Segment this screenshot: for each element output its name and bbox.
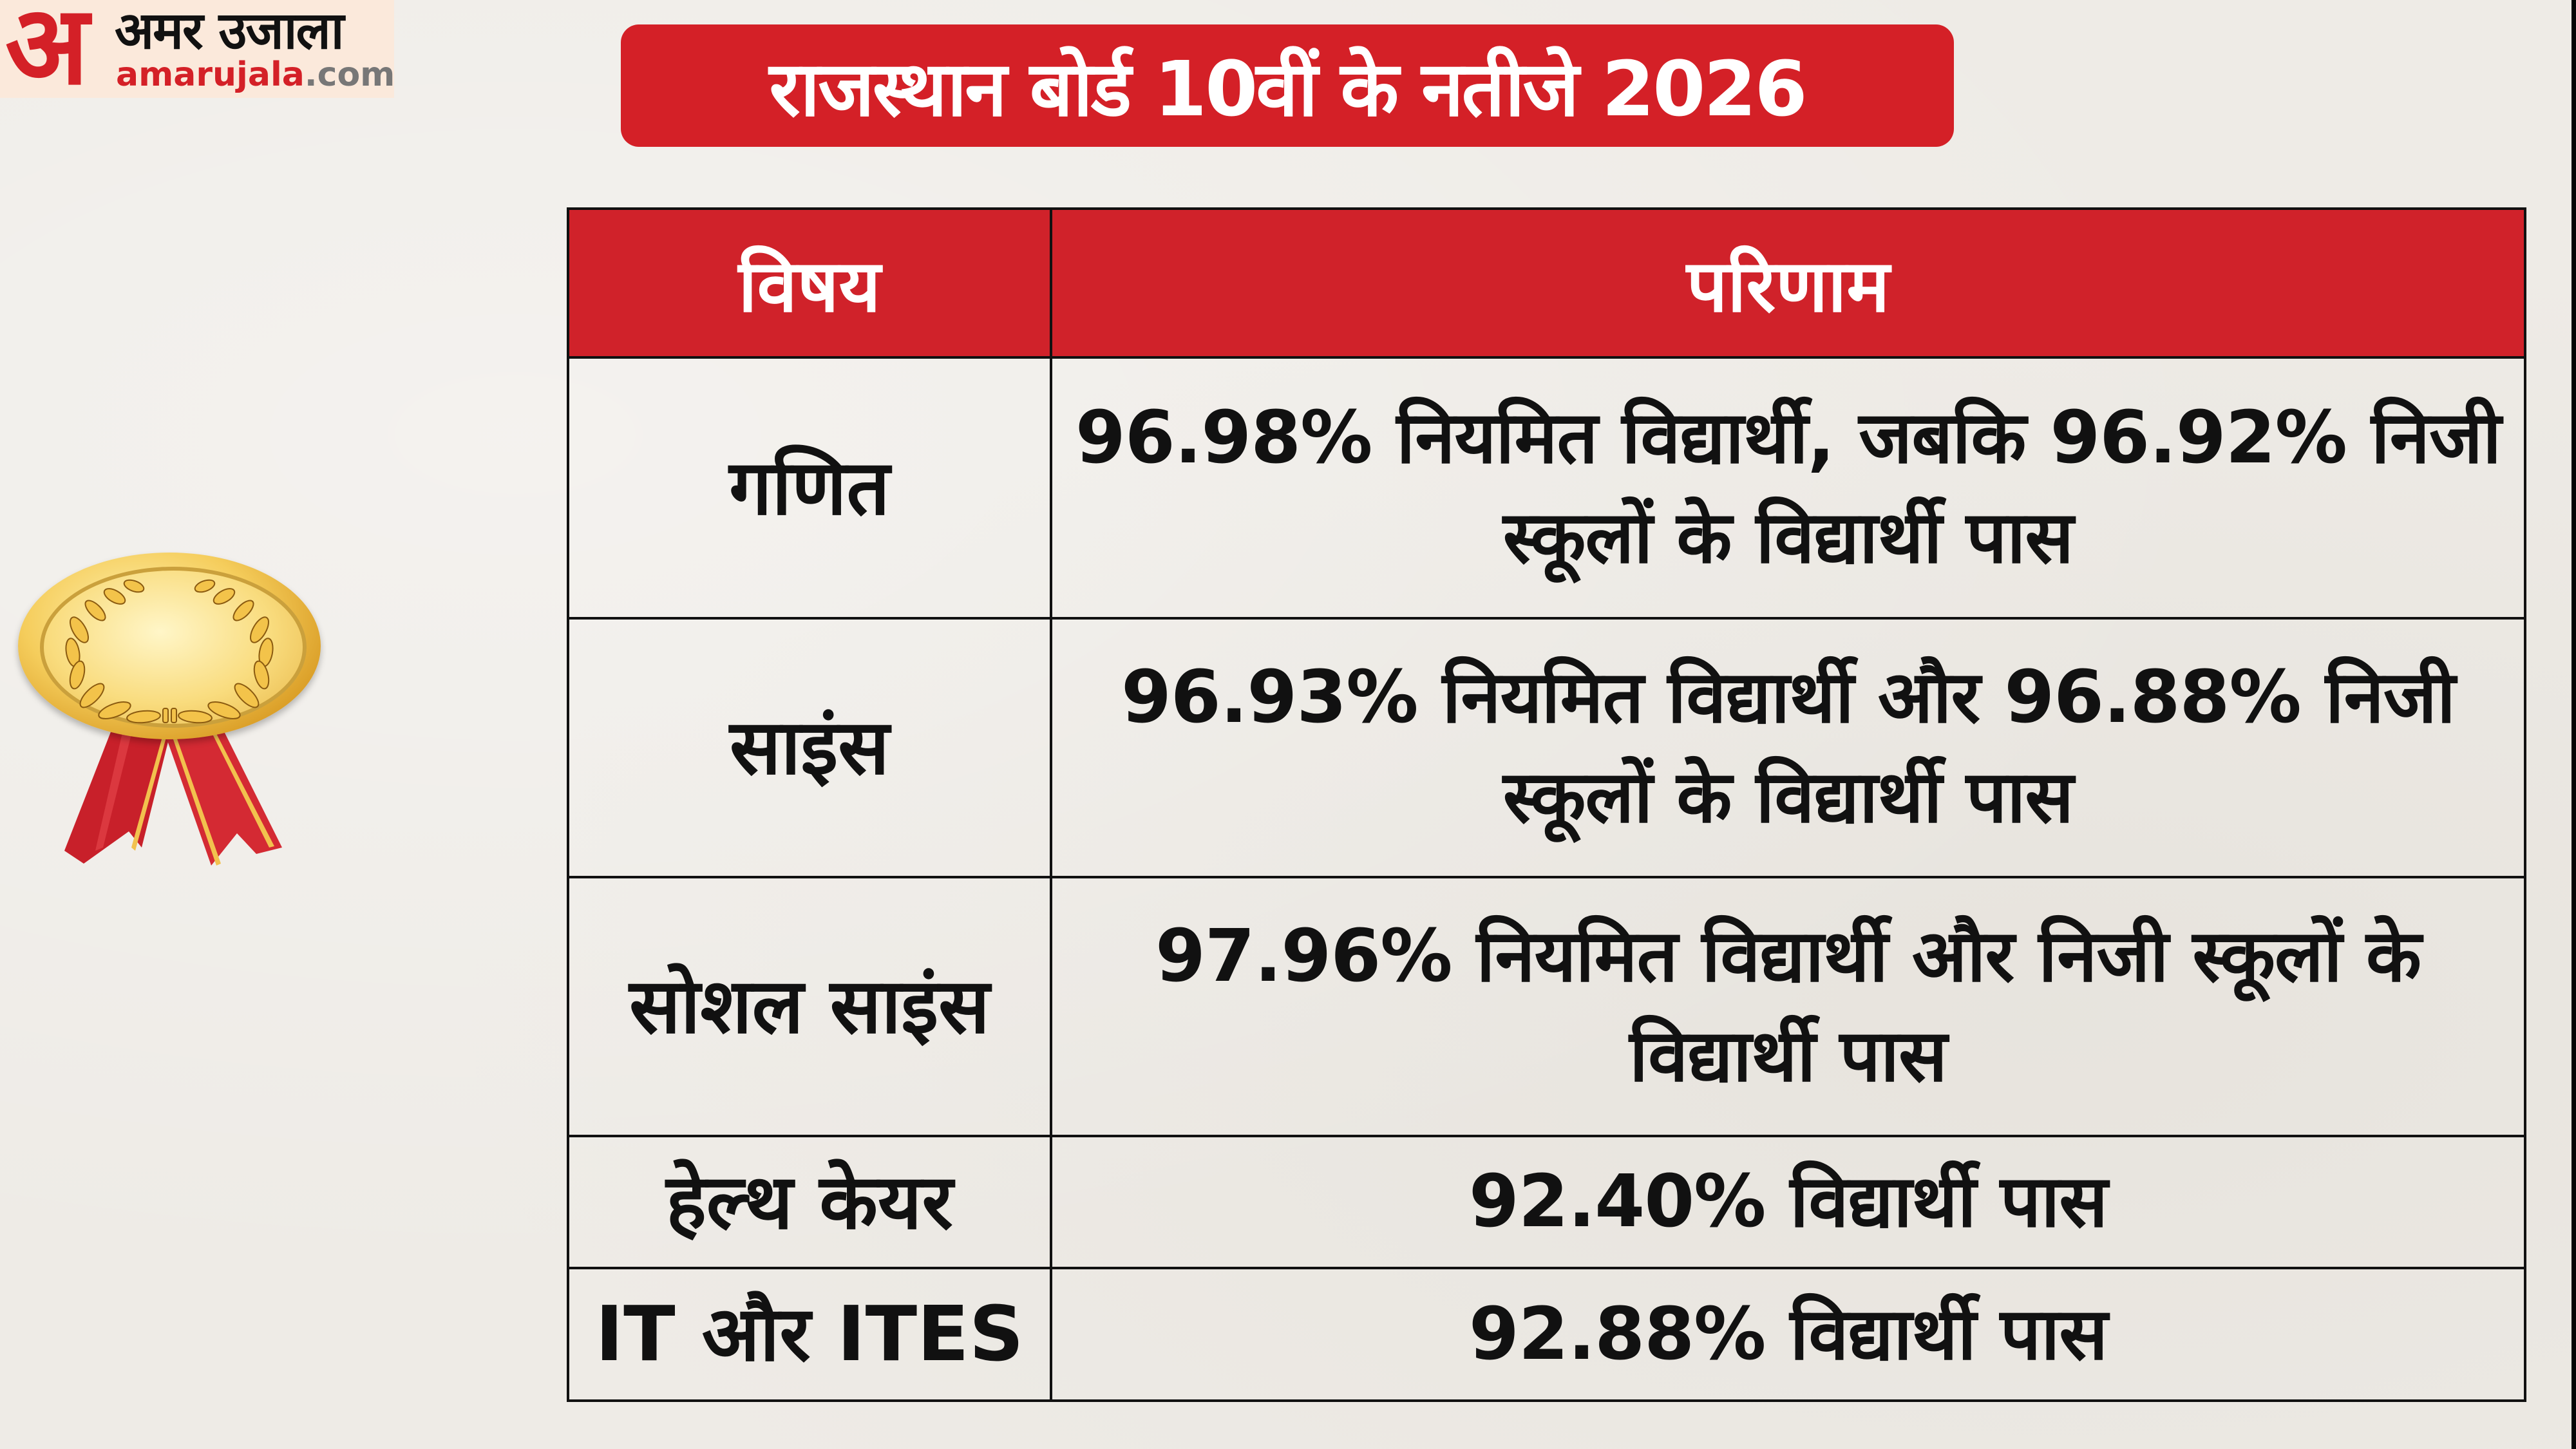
- gold-medal-icon: [18, 553, 321, 875]
- page-title: राजस्थान बोर्ड 10वीं के नतीजे 2026: [769, 44, 1807, 133]
- result-cell: 97.96% नियमित विद्यार्थी और निजी स्कूलों…: [1050, 876, 2526, 1137]
- ribbon-right-icon: [160, 719, 282, 866]
- table-row: साइंस 96.93% नियमित विद्यार्थी और 96.88%…: [567, 617, 2526, 878]
- table-row: IT और ITES 92.88% विद्यार्थी पास: [567, 1267, 2526, 1402]
- subject-cell: साइंस: [567, 617, 1052, 878]
- subject-cell: हेल्थ केयर: [567, 1135, 1052, 1269]
- logo-hindi-name: अमर उजाला: [115, 1, 344, 61]
- ribbon-left-icon: [64, 719, 174, 864]
- table-header-row: विषय परिणाम: [567, 207, 2526, 359]
- subject-cell: गणित: [567, 356, 1052, 620]
- results-table: विषय परिणाम गणित 96.98% नियमित विद्यार्थ…: [567, 207, 2526, 1402]
- amar-ujala-logo[interactable]: अ अमर उजाला amarujala.com: [0, 0, 395, 109]
- logo-url-brand: amarujala: [116, 55, 305, 94]
- table-row: हेल्थ केयर 92.40% विद्यार्थी पास: [567, 1135, 2526, 1269]
- laurel-wreath-icon: [65, 579, 274, 724]
- table-row: गणित 96.98% नियमित विद्यार्थी, जबकि 96.9…: [567, 356, 2526, 620]
- header-subject: विषय: [567, 207, 1052, 359]
- subject-cell: IT और ITES: [567, 1267, 1052, 1402]
- logo-url: amarujala.com: [116, 58, 395, 91]
- result-cell: 96.98% नियमित विद्यार्थी, जबकि 96.92% नि…: [1050, 356, 2526, 620]
- right-edge-bar: [2571, 0, 2576, 1449]
- result-cell: 96.93% नियमित विद्यार्थी और 96.88% निजी …: [1050, 617, 2526, 878]
- title-banner: राजस्थान बोर्ड 10वीं के नतीजे 2026: [621, 24, 1954, 147]
- header-result: परिणाम: [1050, 207, 2526, 359]
- result-cell: 92.40% विद्यार्थी पास: [1050, 1135, 2526, 1269]
- table-row: सोशल साइंस 97.96% नियमित विद्यार्थी और न…: [567, 876, 2526, 1137]
- logo-glyph: अ: [5, 0, 89, 109]
- logo-url-tld: .com: [304, 55, 395, 94]
- result-cell: 92.88% विद्यार्थी पास: [1050, 1267, 2526, 1402]
- subject-cell: सोशल साइंस: [567, 876, 1052, 1137]
